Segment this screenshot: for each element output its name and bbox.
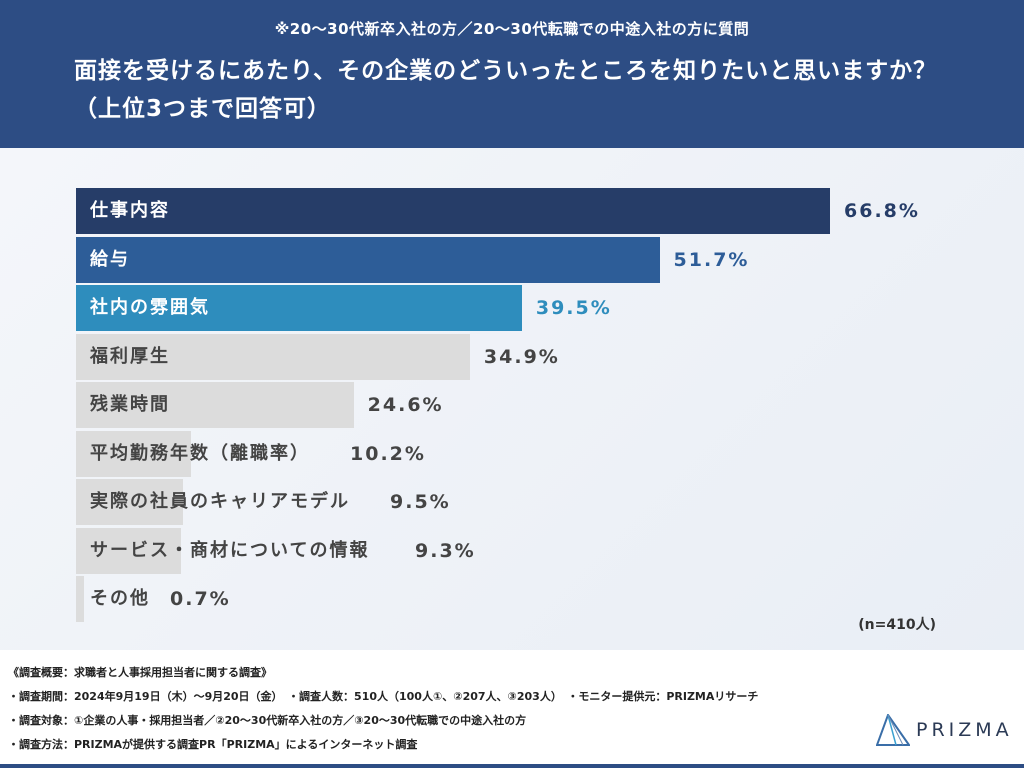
bar-label: サービス・商材についての情報 [90,539,370,561]
bar-label: 給与 [90,248,130,270]
prism-logo-icon [876,714,910,746]
survey-overview: 《調査概要：求職者と人事採用担当者に関する調査》 ・調査期間：2024年9月19… [0,650,1024,768]
chart-title: 面接を受けるにあたり、その企業のどういったところを知りたいと思いますか？（上位3… [74,58,938,122]
bar-label: 社内の雰囲気 [90,297,210,318]
header: ※20〜30代新卒入社の方／20〜30代転職での中途入社の方に質問 面接を受ける… [0,0,1024,148]
value-label: 39.5% [535,297,612,319]
value-label: 51.7% [673,248,750,271]
footer-line: ・調査方法：PRIZMAが提供する調査PR「PRIZMA」によるインターネット調… [8,738,418,751]
bar [76,285,522,331]
bar [76,236,660,283]
footer-line: 《調査概要：求職者と人事採用担当者に関する調査》 [8,666,272,679]
bar [76,430,192,477]
value-label: 24.6% [367,394,444,416]
bar-label: 残業時間 [90,394,170,415]
bar-chart: (n=410人) 仕事内容 66.8% 給与 51.7% 社内の雰囲気 39.5% 福利厚生… [0,148,1024,650]
value-label: 34.9% [483,345,560,368]
footer-line: ・調査対象：①企業の人事・採用担当者／②20〜30代新卒入社の方／③20〜30代… [8,714,527,727]
prizma-logo: PRIZMA [876,714,1013,746]
value-label: 66.8% [844,200,920,222]
bar-label: その他 [90,588,150,609]
bar-label: 福利厚生 [90,345,170,367]
bar [76,333,470,380]
bar [76,576,84,622]
sample-size: (n=410人) [858,617,936,633]
bar-label: 仕事内容 [90,200,170,221]
value-label: 0.7% [170,588,231,610]
value-label: 9.5% [390,491,451,513]
footer-line: ・調査期間：2024年9月19日（木）〜9月20日（金） ・調査人数：510人（… [8,690,759,703]
logo-text: PRIZMA [916,719,1013,741]
bar [76,188,830,234]
bar [76,527,181,574]
value-label: 10.2% [350,442,426,465]
chart-subtitle: ※20〜30代新卒入社の方／20〜30代転職での中途入社の方に質問 [274,20,750,38]
bar-label: 平均勤務年数（離職率） [90,442,310,464]
bar-label: 実際の社員のキャリアモデル [90,491,350,512]
value-label: 9.3% [415,539,476,562]
bar [76,382,354,428]
bar [76,479,184,525]
